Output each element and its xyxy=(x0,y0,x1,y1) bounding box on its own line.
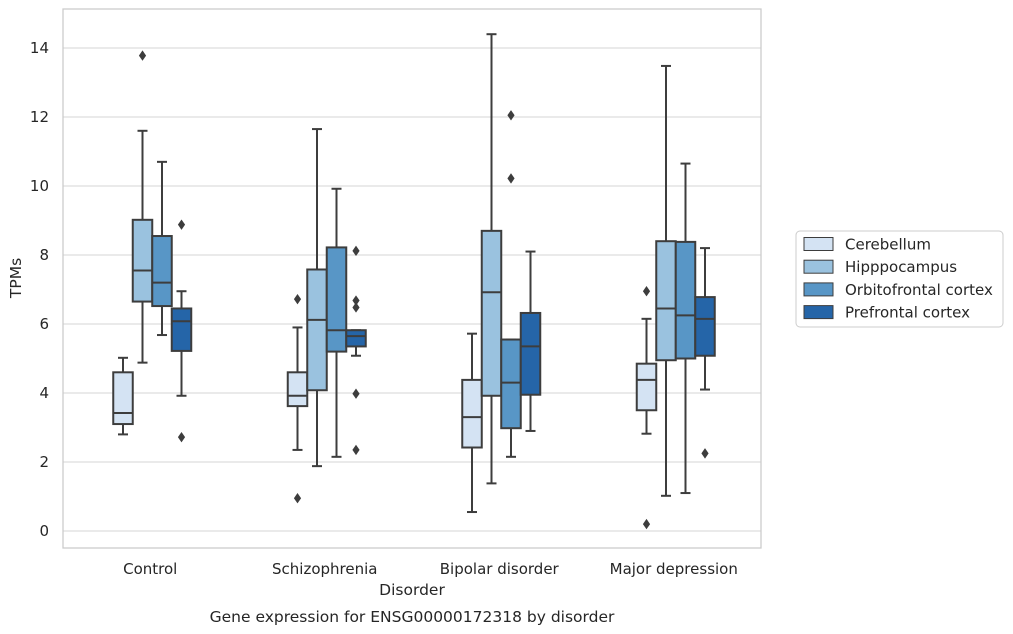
x-axis-title: Disorder xyxy=(379,581,445,599)
x-tick-label: Schizophrenia xyxy=(272,560,377,578)
legend-swatch xyxy=(803,282,834,297)
legend-swatch xyxy=(803,237,834,251)
x-tick-label: Bipolar disorder xyxy=(440,560,560,578)
box-body xyxy=(112,371,134,426)
box-prefrontal-cortex xyxy=(345,245,367,456)
y-axis-title: TPMs xyxy=(7,258,25,299)
box-cerebellum xyxy=(461,332,483,514)
box-body xyxy=(325,246,348,353)
legend-label: Orbitofrontal cortex xyxy=(845,281,993,299)
x-tick-labels: Control Schizophrenia Bipolar disorder Majo… xyxy=(123,560,738,578)
box-hipppocampus xyxy=(131,50,154,364)
legend-label: Prefrontal cortex xyxy=(845,304,970,322)
box-body xyxy=(694,296,716,357)
y-tick-label: 4 xyxy=(39,384,49,402)
outlier-marker xyxy=(352,295,360,306)
box-body xyxy=(500,338,522,430)
legend-frame xyxy=(795,230,1004,328)
box-cerebellum xyxy=(635,286,658,530)
box-cerebellum xyxy=(112,356,134,436)
box-orbitofrontal-cortex xyxy=(325,187,348,458)
box-hipppocampus xyxy=(480,33,503,485)
box-body xyxy=(635,362,658,412)
plot-frame xyxy=(62,8,762,549)
outlier-marker xyxy=(293,493,302,504)
legend: Cerebellum Hipppocampus Orbitofrontal cort… xyxy=(795,230,1004,328)
outlier-marker xyxy=(352,245,360,257)
y-tick-label: 14 xyxy=(30,39,49,57)
box-body xyxy=(170,307,193,352)
legend-swatch xyxy=(803,305,834,320)
outlier-marker xyxy=(293,293,302,305)
outlier-marker xyxy=(138,50,147,61)
legend-label: Cerebellum xyxy=(845,236,931,254)
box-hipppocampus xyxy=(655,64,677,497)
y-tick-label: 10 xyxy=(30,177,49,195)
y-tick-label: 6 xyxy=(39,315,49,333)
box-prefrontal-cortex xyxy=(694,247,716,459)
outlier-marker xyxy=(507,110,515,121)
outlier-marker xyxy=(642,518,651,530)
box-cerebellum xyxy=(286,293,309,504)
x-tick-label: Control xyxy=(123,560,177,578)
box-body xyxy=(306,268,328,392)
outlier-marker xyxy=(701,448,709,459)
y-tick-label: 2 xyxy=(39,453,49,471)
y-tick-labels: 0 2 4 6 8 10 12 14 xyxy=(30,39,49,540)
outlier-marker xyxy=(177,219,186,230)
y-tick-label: 0 xyxy=(39,522,49,540)
box-prefrontal-cortex xyxy=(519,250,542,432)
outlier-marker xyxy=(352,388,360,399)
box-orbitofrontal-cortex xyxy=(674,162,697,495)
box-body xyxy=(151,235,173,308)
legend-swatch xyxy=(803,259,834,274)
box-orbitofrontal-cortex xyxy=(500,110,522,458)
outlier-marker xyxy=(642,286,651,297)
y-tick-label: 8 xyxy=(39,246,49,264)
box-body xyxy=(655,240,677,362)
x-tick-label: Major depression xyxy=(610,560,738,578)
y-tick-label: 12 xyxy=(30,108,49,126)
outlier-marker xyxy=(352,444,360,456)
box-body xyxy=(345,329,367,348)
box-body xyxy=(131,218,154,303)
box-body xyxy=(519,311,542,396)
outlier-marker xyxy=(352,302,360,313)
box-body xyxy=(480,229,503,397)
box-body xyxy=(461,378,483,449)
box-prefrontal-cortex xyxy=(170,219,193,443)
box-orbitofrontal-cortex xyxy=(151,160,173,337)
box-hipppocampus xyxy=(306,128,328,468)
outlier-marker xyxy=(507,173,515,184)
boxes xyxy=(112,33,716,530)
chart-title: Gene expression for ENSG00000172318 by d… xyxy=(210,608,615,626)
box-body xyxy=(286,371,309,408)
legend-label: Hipppocampus xyxy=(845,258,957,276)
outlier-marker xyxy=(177,431,186,443)
box-body xyxy=(674,240,697,360)
